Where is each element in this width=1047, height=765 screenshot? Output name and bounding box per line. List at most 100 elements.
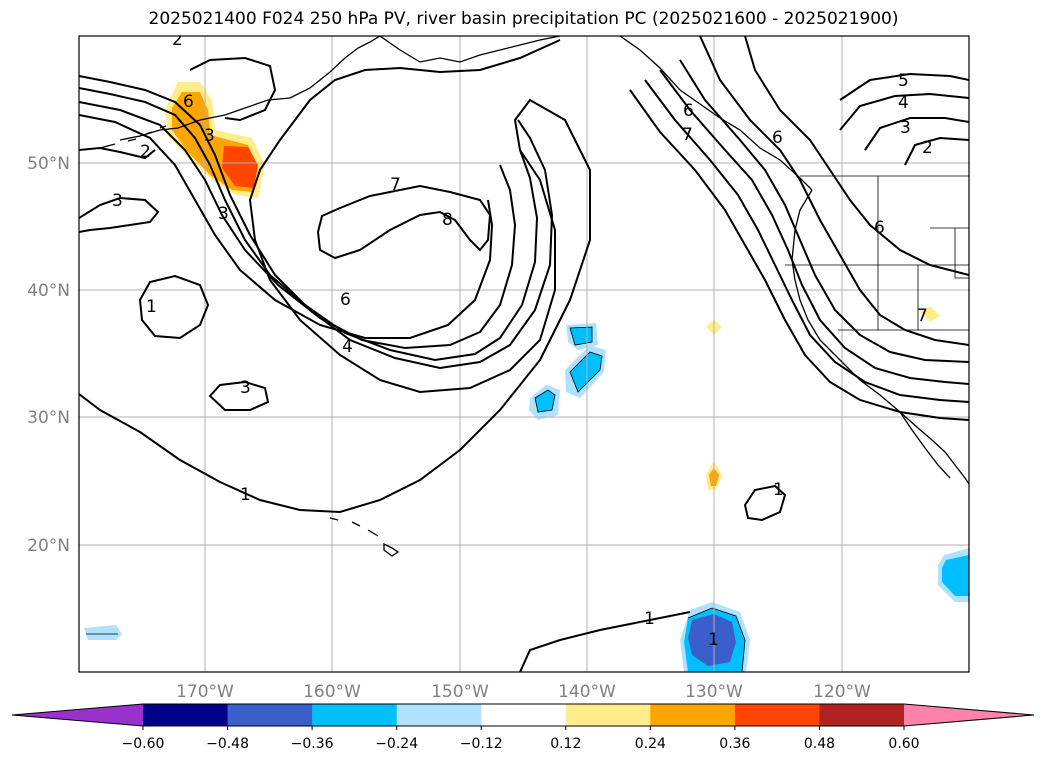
contour-2-west	[79, 146, 156, 160]
colorbar-bin	[396, 704, 482, 726]
contour-label: 3	[900, 118, 911, 138]
contour-label: 4	[898, 93, 909, 113]
colorbar-tick-label: 0.36	[719, 736, 750, 752]
contour-label: 2	[140, 142, 151, 162]
lat-label: 40°N	[27, 281, 70, 301]
negative-anomaly-3-core	[535, 390, 555, 412]
contour-label: 5	[898, 71, 909, 91]
eastern-ridge-4	[659, 69, 969, 385]
map-frame	[78, 35, 970, 673]
contour-label: 1	[773, 480, 784, 500]
northeast-closed-4	[839, 92, 969, 131]
contour-label: 6	[340, 290, 351, 310]
closed-1-west	[138, 274, 210, 340]
colorbar-bin	[734, 704, 820, 726]
contour-labels: 6 3 2 3 3 1 3 1 6 4 7 8 1 1 1 6 7 6 7 5 …	[112, 30, 933, 650]
contour-label: 4	[342, 337, 353, 357]
contour-label: 8	[442, 210, 453, 230]
colorbar-tick-label: −0.12	[460, 736, 503, 752]
eastern-ridge-2	[699, 36, 969, 346]
colorbar-tick-label: −0.48	[206, 736, 249, 752]
colorbar-tick-label: 0.48	[804, 736, 835, 752]
positive-anomaly-small-3	[920, 306, 940, 322]
trough-contour-3	[79, 87, 539, 362]
colorbar-bin	[481, 704, 567, 726]
contour-label: 6	[683, 101, 694, 121]
hawaii-islands	[329, 517, 400, 557]
contour-label: 1	[708, 630, 719, 650]
contour-label: 3	[204, 126, 215, 146]
contour-label: 1	[146, 297, 157, 317]
contour-label: 2	[922, 138, 933, 158]
trough-contour-1	[79, 39, 591, 514]
contour-label: 3	[112, 191, 123, 211]
colorbar-tick-label: 0.24	[635, 736, 666, 752]
colorbar-bin	[143, 704, 229, 726]
contour-label: 6	[772, 128, 783, 148]
lon-label: 150°W	[431, 682, 489, 702]
northeast-closed-5	[839, 72, 969, 101]
baja-coast	[899, 411, 951, 479]
contour-label: 3	[218, 204, 229, 224]
colorbar-tick-label: −0.36	[291, 736, 334, 752]
closed-3-middle	[208, 380, 270, 411]
coastlines	[99, 36, 969, 557]
northeast-closed-3	[864, 117, 969, 151]
colorbar-bin	[565, 704, 651, 726]
colorbar-bin	[312, 704, 398, 726]
contour-1-alaska	[189, 56, 277, 122]
eastern-ridge-5	[644, 79, 969, 403]
lon-label: 120°W	[813, 682, 871, 702]
eastern-ridge-1	[744, 36, 969, 276]
trough-contour-6	[316, 184, 492, 260]
aleutians	[99, 125, 167, 149]
contour-1-south	[519, 611, 691, 672]
contour-label: 7	[917, 306, 928, 326]
eastern-ridge-6	[629, 89, 969, 421]
contour-label: 7	[390, 175, 401, 195]
eastern-ridge-3	[679, 59, 969, 363]
west-coast-us	[791, 189, 969, 485]
pv-contours	[79, 36, 969, 672]
positive-anomaly-alaska-max	[222, 146, 258, 188]
colorbar-tick-label: 0.60	[888, 736, 919, 752]
colorbar: −0.60 −0.48 −0.36 −0.24 −0.12 0.12 0.24 0.36 0.4…	[11, 703, 1035, 752]
closed-1-east	[743, 484, 787, 522]
lat-label: 50°N	[27, 154, 70, 174]
lon-label: 140°W	[558, 682, 616, 702]
colorbar-bin	[650, 704, 736, 726]
contour-label: 1	[240, 485, 251, 505]
contour-label: 3	[240, 378, 251, 398]
lat-label: 20°N	[27, 536, 70, 556]
negative-anomaly-2-core	[570, 352, 602, 392]
latitude-labels: 50°N 40°N 30°N 20°N	[27, 154, 70, 556]
contour-label: 1	[644, 609, 655, 629]
trough-contour-5	[79, 114, 494, 339]
trough-contour-2	[79, 75, 554, 370]
contour-label: 2	[172, 30, 183, 50]
northeast-closed-2	[904, 136, 969, 166]
contour-3-west	[79, 196, 160, 233]
negative-anomaly-east-core	[942, 555, 969, 596]
colorbar-extend-high	[904, 704, 1034, 726]
negative-anomaly-west	[84, 625, 122, 640]
contour-label: 6	[183, 92, 194, 112]
lon-label: 160°W	[303, 682, 361, 702]
contour-label: 7	[682, 125, 693, 145]
contour-label: 6	[874, 218, 885, 238]
colorbar-tick-label: 0.12	[550, 736, 581, 752]
lon-label: 170°W	[176, 682, 234, 702]
map-title: 2025021400 F024 250 hPa PV, river basin …	[148, 9, 899, 29]
longitude-labels: 170°W 160°W 150°W 140°W 130°W 120°W	[176, 682, 871, 702]
gulf-of-alaska-coast	[379, 36, 561, 63]
colorbar-bin	[819, 704, 905, 726]
colorbar-tick-label: −0.60	[122, 736, 165, 752]
alaska-coast	[119, 36, 381, 141]
trough-contour-4	[79, 101, 517, 350]
negative-anomaly-south-core	[688, 614, 736, 666]
colorbar-extend-low	[12, 704, 143, 726]
colorbar-tick-label: −0.24	[375, 736, 418, 752]
colorbar-bin	[227, 704, 313, 726]
lon-label: 130°W	[685, 682, 743, 702]
